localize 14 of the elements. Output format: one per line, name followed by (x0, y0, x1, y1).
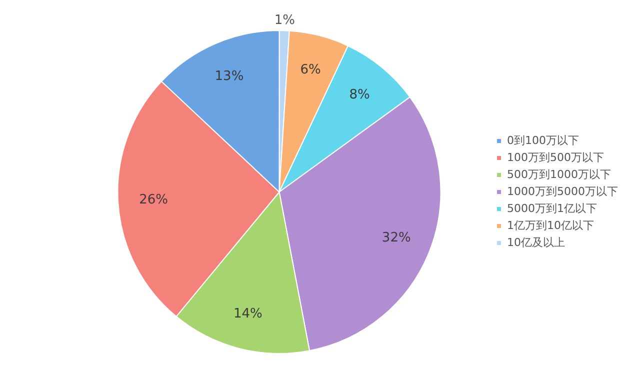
legend-label: 100万到500万以下 (507, 150, 604, 164)
data-label: 32% (382, 230, 411, 246)
legend-label: 500万到1000万以下 (507, 168, 612, 181)
data-label: 14% (233, 306, 262, 322)
legend-label: 1000万到5000万以下 (507, 184, 618, 198)
legend-label: 1亿万到10亿以下 (507, 218, 594, 232)
data-label: 13% (214, 68, 244, 84)
legend-label: 10亿及以上 (507, 236, 566, 249)
data-label: 6% (300, 62, 321, 78)
data-label: 1% (274, 12, 295, 28)
legend-label: 5000万到1亿以下 (507, 202, 598, 215)
legend-label: 0到100万以下 (507, 134, 580, 147)
data-label: 26% (139, 192, 168, 208)
data-label: 8% (349, 87, 370, 102)
